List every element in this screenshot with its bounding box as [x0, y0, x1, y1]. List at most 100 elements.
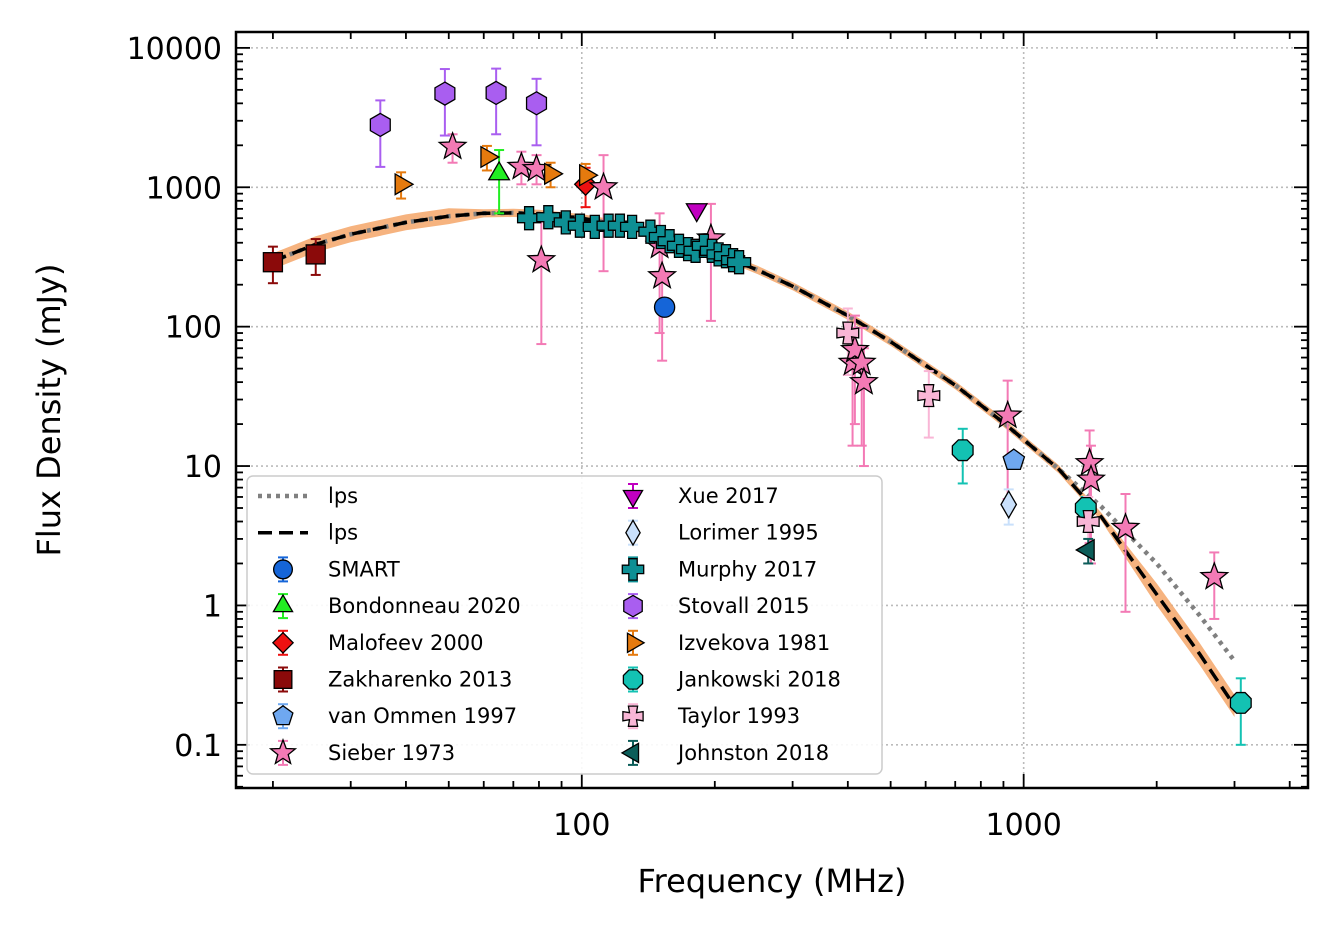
data-point-taylor-1993 [1076, 509, 1100, 534]
legend-label: lps [328, 521, 358, 545]
data-point-stovall-2015 [485, 80, 507, 106]
data-point-xue-2017 [685, 203, 709, 223]
x-tick-label: 1000 [985, 808, 1061, 843]
data-point-sieber-1973 [647, 260, 678, 290]
y-axis-label: Flux Density (mJy) [30, 263, 68, 556]
legend-marker-swatch [622, 489, 644, 509]
data-point-jankowski-2018 [1229, 691, 1252, 714]
data-point-johnston-2018 [1075, 538, 1095, 562]
axis-ticks [236, 32, 1308, 788]
data-point-sieber-1973 [588, 171, 619, 201]
data-point-lorimer-1995 [1000, 489, 1018, 520]
legend-marker-swatch [268, 738, 298, 765]
data-point-stovall-2015 [434, 81, 456, 106]
legend-label: Izvekova 1981 [678, 631, 830, 655]
legend-frame [246, 475, 883, 775]
data-point-murphy-2017 [553, 210, 578, 235]
data-point-murphy-2017 [567, 213, 593, 238]
legend-label: Sieber 1973 [328, 741, 455, 765]
data-point-jankowski-2018 [951, 439, 974, 462]
legend-marker-swatch [622, 669, 644, 690]
legend-label: Lorimer 1995 [678, 521, 819, 545]
data-point-murphy-2017 [607, 213, 633, 238]
data-point-stovall-2015 [525, 91, 548, 116]
legend-marker-swatch [272, 593, 294, 613]
data-point-sieber-1973 [526, 244, 557, 274]
data-point-izvekova-1981 [578, 163, 599, 187]
legend-marker-swatch [621, 558, 645, 581]
legend-marker-swatch [271, 631, 295, 654]
data-point-smart [653, 296, 676, 318]
data-point-bondonneau-2020 [487, 160, 511, 181]
x-tick-label: 100 [553, 808, 610, 843]
y-tick-label: 1 [203, 589, 222, 624]
legend-label: Stovall 2015 [678, 594, 810, 618]
data-point-murphy-2017 [536, 205, 561, 230]
legend-label: Malofeev 2000 [328, 631, 483, 655]
data-point-izvekova-1981 [543, 162, 564, 186]
data-point-murphy-2017 [726, 250, 752, 275]
legend-marker-swatch [622, 705, 644, 727]
data-point-izvekova-1981 [394, 172, 415, 196]
y-tick-label: 100 [165, 311, 222, 346]
legend-entry: Xue 2017 [622, 483, 779, 509]
data-point-stovall-2015 [369, 112, 391, 138]
legend-marker-swatch [620, 742, 640, 764]
legend-entry: SMART [272, 556, 400, 583]
y-tick-label: 10000 [127, 32, 222, 67]
data-markers [262, 80, 1252, 714]
data-point-sieber-1973 [992, 399, 1023, 429]
legend-label: lps [328, 484, 358, 508]
data-point-izvekova-1981 [480, 145, 501, 169]
legend-label: Jankowski 2018 [676, 668, 841, 692]
legend-entry: Zakharenko 2013 [273, 666, 512, 693]
legend-marker-swatch [272, 704, 294, 726]
data-point-murphy-2017 [619, 214, 645, 240]
legend-label: Bondonneau 2020 [328, 594, 521, 618]
legend-label: Johnston 2018 [676, 741, 829, 765]
data-point-taylor-1993 [917, 384, 941, 408]
data-point-zakharenko-2013 [262, 252, 284, 273]
data-point-sieber-1973 [848, 366, 879, 395]
y-tick-label: 10 [184, 450, 222, 485]
data-point-murphy-2017 [638, 219, 663, 244]
y-tick-label: 0.1 [174, 729, 222, 764]
legend-label: Xue 2017 [678, 484, 779, 508]
legend-entry: Taylor 1993 [622, 703, 800, 730]
legend-entry: Sieber 1973 [268, 738, 455, 766]
legend: lps lps SMART Bondonneau 2020 Malofeev 2000 Z… [246, 475, 883, 775]
legend-entry: van Ommen 1997 [272, 703, 517, 730]
legend-label: Taylor 1993 [677, 704, 800, 728]
data-point-zakharenko-2013 [305, 244, 326, 265]
legend-entry: lps [258, 484, 358, 508]
legend-entry: Johnston 2018 [620, 739, 829, 766]
legend-entry: Jankowski 2018 [622, 666, 841, 693]
legend-marker-swatch [626, 632, 646, 654]
data-point-sieber-1973 [839, 334, 870, 363]
legend-label: Murphy 2017 [678, 557, 817, 581]
legend-marker-swatch [625, 519, 641, 547]
legend-entry: Stovall 2015 [623, 593, 810, 620]
x-axis-label: Frequency (MHz) [638, 862, 907, 900]
legend-entry: Izvekova 1981 [626, 629, 830, 656]
legend-marker-swatch [272, 559, 294, 580]
data-point-murphy-2017 [516, 206, 542, 231]
legend-label: SMART [328, 557, 400, 581]
data-point-taylor-1993 [836, 321, 860, 345]
legend-label: van Ommen 1997 [328, 704, 517, 728]
data-point-sieber-1973 [506, 151, 537, 180]
legend-marker-swatch [273, 670, 293, 689]
legend-box: lps lps SMART Bondonneau 2020 Malofeev 2000 Z… [246, 475, 883, 775]
tick-labels: 100 1000 0.1 1 10 100 1000 10000 [127, 32, 1062, 843]
data-point-van-ommen-1997 [1002, 448, 1026, 471]
data-point-sieber-1973 [1199, 561, 1230, 590]
legend-entry: Lorimer 1995 [625, 519, 819, 547]
data-point-sieber-1973 [846, 346, 877, 376]
data-point-sieber-1973 [1075, 463, 1107, 493]
legend-marker-swatch [623, 594, 643, 618]
legend-entry: Murphy 2017 [621, 556, 817, 583]
plot-frame [234, 30, 1310, 790]
legend-entry: lps [258, 521, 358, 545]
